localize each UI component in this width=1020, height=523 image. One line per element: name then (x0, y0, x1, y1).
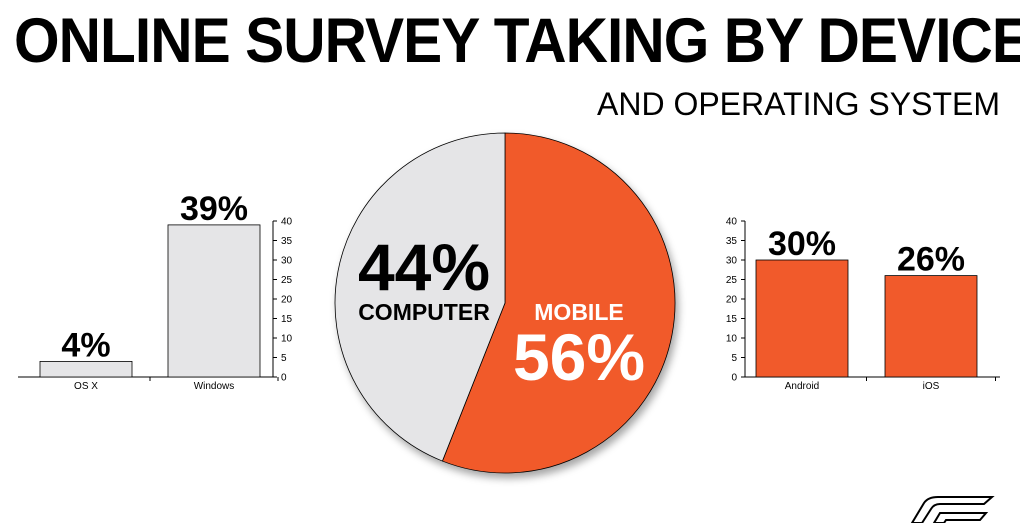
bar-windows (167, 224, 261, 378)
chart-subtitle: AND OPERATING SYSTEM (596, 86, 1000, 122)
y-tick-label: 5 (731, 353, 737, 364)
pie-slice-mobile (441, 132, 676, 474)
y-tick-label: 40 (281, 217, 293, 228)
bar-ios (884, 275, 978, 378)
mobile-os-bar-chart: 30% Android 26% iOS 0 5 10 15 20 25 30 35 40 (726, 217, 1000, 392)
y-tick-label: 20 (726, 295, 738, 306)
brand-logo-icon (910, 496, 995, 523)
y-tick-label: 30 (281, 256, 293, 267)
desktop-os-bar-chart: 4% OS X 39% Windows 0 5 10 15 20 25 30 35 40 (18, 190, 293, 392)
x-tick-label: Android (785, 381, 819, 392)
y-tick-label: 10 (281, 334, 293, 345)
y-tick-label: 30 (726, 256, 738, 267)
y-tick-label: 35 (726, 236, 738, 247)
y-tick-label: 15 (281, 314, 293, 325)
x-tick-label: Windows (194, 381, 235, 392)
bar-android (755, 259, 849, 378)
y-tick-label: 15 (726, 314, 738, 325)
pie-slice-label: MOBILE (534, 299, 623, 325)
bar-data-label: 26% (897, 241, 965, 279)
pie-slice-computer (334, 132, 506, 462)
y-tick-label: 40 (726, 217, 738, 228)
y-tick-label: 10 (726, 334, 738, 345)
pie-value-label: 44% (358, 230, 490, 304)
bar-os-x (39, 360, 133, 378)
y-tick-label: 0 (281, 373, 287, 384)
y-tick-label: 0 (731, 373, 737, 384)
y-tick-label: 20 (281, 295, 293, 306)
y-tick-label: 25 (726, 275, 738, 286)
y-tick-label: 35 (281, 236, 293, 247)
pie-slice-label: COMPUTER (358, 299, 490, 325)
x-tick-label: iOS (923, 381, 940, 392)
bar-data-label: 39% (180, 190, 248, 228)
bar-data-label: 4% (61, 326, 110, 364)
chart-title: ONLINE SURVEY TAKING BY DEVICE (14, 6, 1020, 76)
pie-value-label: 56% (513, 320, 645, 394)
bar-data-label: 30% (768, 225, 836, 263)
pie-slices (334, 132, 676, 474)
x-tick-label: OS X (74, 381, 98, 392)
y-tick-label: 5 (281, 353, 287, 364)
y-tick-label: 25 (281, 275, 293, 286)
